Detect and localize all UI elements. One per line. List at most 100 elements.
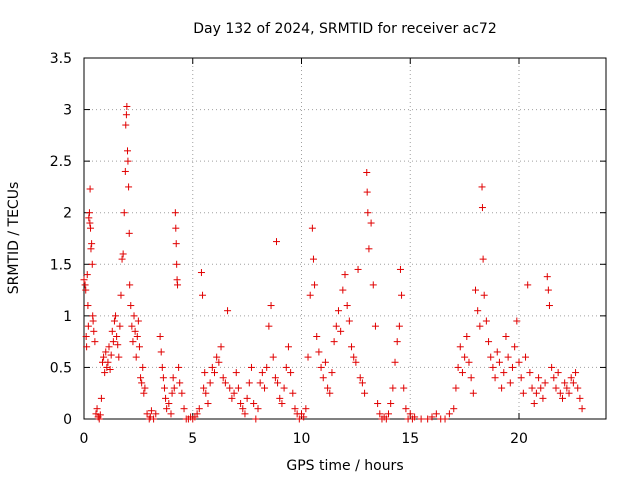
- data-point: [82, 332, 90, 340]
- data-point: [123, 102, 131, 110]
- data-point: [202, 389, 210, 397]
- data-point: [543, 273, 551, 281]
- data-point: [321, 358, 329, 366]
- data-point: [232, 369, 240, 377]
- data-point: [337, 327, 345, 335]
- data-point: [129, 338, 137, 346]
- data-point: [417, 415, 425, 423]
- data-point: [519, 389, 527, 397]
- data-point: [82, 286, 90, 294]
- data-point: [147, 407, 155, 415]
- data-point: [400, 384, 408, 392]
- data-point: [150, 415, 158, 423]
- data-point: [165, 400, 173, 408]
- data-point: [102, 348, 110, 356]
- data-point: [450, 405, 458, 413]
- data-point: [138, 379, 146, 387]
- data-point: [109, 338, 117, 346]
- data-point: [474, 307, 482, 315]
- data-point: [572, 369, 580, 377]
- y-tick-label: 2.5: [50, 154, 72, 170]
- data-point: [84, 302, 92, 310]
- data-point: [91, 338, 99, 346]
- data-point: [135, 343, 143, 351]
- data-point: [578, 405, 586, 413]
- data-point: [178, 389, 186, 397]
- data-point: [376, 410, 384, 418]
- data-point: [172, 224, 180, 232]
- data-point: [465, 358, 473, 366]
- data-point: [132, 353, 140, 361]
- x-tick-label: 20: [510, 431, 528, 447]
- data-point: [160, 384, 168, 392]
- data-point: [170, 384, 178, 392]
- data-point: [552, 384, 560, 392]
- data-point: [133, 332, 141, 340]
- data-point: [469, 389, 477, 397]
- data-point: [199, 291, 207, 299]
- data-point: [487, 353, 495, 361]
- data-point: [125, 183, 133, 191]
- data-point: [535, 374, 543, 382]
- data-point: [313, 332, 321, 340]
- data-point: [491, 374, 499, 382]
- y-tick-label: 1: [63, 309, 72, 325]
- data-point: [201, 369, 209, 377]
- data-point: [306, 291, 314, 299]
- data-point: [311, 281, 319, 289]
- data-point: [284, 343, 292, 351]
- data-point: [137, 374, 145, 382]
- data-point: [261, 384, 269, 392]
- data-point: [141, 384, 149, 392]
- data-point: [86, 185, 94, 193]
- data-point: [361, 389, 369, 397]
- data-point: [308, 224, 316, 232]
- data-point: [217, 343, 225, 351]
- y-tick-label: 0.5: [50, 360, 72, 376]
- data-point: [517, 374, 525, 382]
- x-axis-label: GPS time / hours: [286, 458, 403, 474]
- data-point: [424, 415, 432, 423]
- data-point: [87, 224, 95, 232]
- data-point: [565, 389, 573, 397]
- data-point: [237, 400, 245, 408]
- x-tick-label: 10: [293, 431, 311, 447]
- data-point: [324, 384, 332, 392]
- data-point: [367, 219, 375, 227]
- data-point: [167, 410, 175, 418]
- data-point: [256, 379, 264, 387]
- data-point: [334, 307, 342, 315]
- data-point: [116, 322, 124, 330]
- data-point: [513, 317, 521, 325]
- data-point: [139, 363, 147, 371]
- data-point: [226, 384, 234, 392]
- data-point: [358, 379, 366, 387]
- data-points: [80, 102, 586, 423]
- data-point: [134, 317, 142, 325]
- y-tick-label: 3: [63, 103, 72, 119]
- data-point: [343, 302, 351, 310]
- data-point: [122, 121, 130, 129]
- data-point: [508, 363, 516, 371]
- data-point: [174, 281, 182, 289]
- data-point: [234, 384, 242, 392]
- data-point: [85, 214, 93, 222]
- data-point: [548, 363, 556, 371]
- data-point: [104, 358, 112, 366]
- data-point: [267, 302, 275, 310]
- data-point: [458, 369, 466, 377]
- data-point: [574, 384, 582, 392]
- data-point: [176, 379, 184, 387]
- data-point: [130, 312, 138, 320]
- data-point: [498, 384, 506, 392]
- data-point: [482, 317, 490, 325]
- data-point: [221, 379, 229, 387]
- data-point: [309, 255, 317, 263]
- data-point: [389, 384, 397, 392]
- data-point: [87, 245, 95, 253]
- data-point: [96, 411, 104, 419]
- data-point: [326, 389, 334, 397]
- data-point: [119, 250, 127, 258]
- data-point: [287, 369, 295, 377]
- data-point: [395, 322, 403, 330]
